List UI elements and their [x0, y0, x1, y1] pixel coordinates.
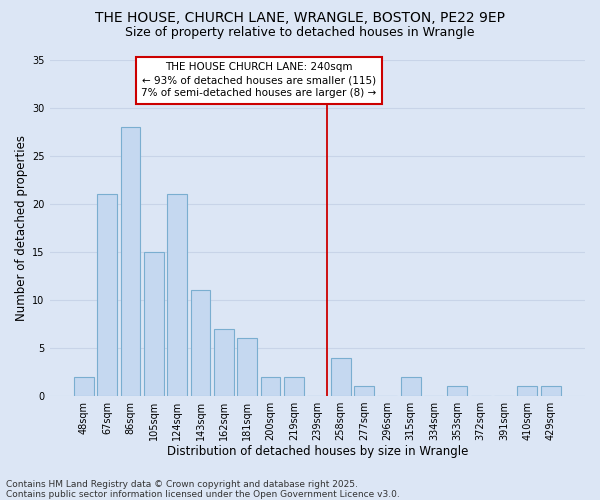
Bar [144, 252, 164, 396]
Bar [331, 358, 350, 396]
Text: Size of property relative to detached houses in Wrangle: Size of property relative to detached ho… [125, 26, 475, 39]
Bar [260, 377, 280, 396]
Text: THE HOUSE, CHURCH LANE, WRANGLE, BOSTON, PE22 9EP: THE HOUSE, CHURCH LANE, WRANGLE, BOSTON,… [95, 11, 505, 25]
Bar [448, 386, 467, 396]
Bar [121, 127, 140, 396]
X-axis label: Distribution of detached houses by size in Wrangle: Distribution of detached houses by size … [167, 444, 468, 458]
Bar [401, 377, 421, 396]
Bar [214, 329, 234, 396]
Bar [167, 194, 187, 396]
Bar [191, 290, 211, 396]
Y-axis label: Number of detached properties: Number of detached properties [15, 135, 28, 321]
Text: THE HOUSE CHURCH LANE: 240sqm
← 93% of detached houses are smaller (115)
7% of s: THE HOUSE CHURCH LANE: 240sqm ← 93% of d… [141, 62, 377, 98]
Bar [74, 377, 94, 396]
Bar [541, 386, 560, 396]
Bar [237, 338, 257, 396]
Bar [354, 386, 374, 396]
Bar [284, 377, 304, 396]
Bar [517, 386, 538, 396]
Bar [97, 194, 117, 396]
Text: Contains HM Land Registry data © Crown copyright and database right 2025.
Contai: Contains HM Land Registry data © Crown c… [6, 480, 400, 499]
